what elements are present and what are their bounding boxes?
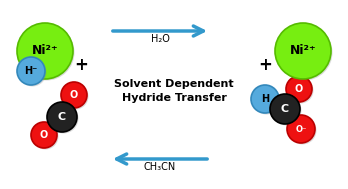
Circle shape: [287, 77, 314, 104]
Circle shape: [63, 84, 88, 109]
Circle shape: [288, 116, 316, 145]
Text: Ni²⁺: Ni²⁺: [32, 44, 58, 57]
Circle shape: [17, 57, 45, 85]
Text: Solvent Dependent: Solvent Dependent: [114, 79, 234, 89]
Circle shape: [271, 95, 301, 125]
Circle shape: [18, 25, 74, 81]
Text: Ni²⁺: Ni²⁺: [290, 44, 316, 57]
Text: Hydride Transfer: Hydride Transfer: [121, 93, 227, 103]
Circle shape: [31, 122, 57, 148]
Text: O: O: [40, 130, 48, 140]
Text: H₂O: H₂O: [151, 34, 169, 44]
Circle shape: [251, 85, 279, 113]
Circle shape: [287, 115, 315, 143]
Text: O⁻: O⁻: [295, 125, 307, 133]
Circle shape: [17, 23, 73, 79]
Circle shape: [253, 87, 280, 115]
Circle shape: [286, 76, 312, 102]
Text: C: C: [281, 104, 289, 114]
Circle shape: [275, 23, 331, 79]
Text: O: O: [295, 84, 303, 94]
Text: +: +: [74, 56, 88, 74]
Text: C: C: [58, 112, 66, 122]
Circle shape: [61, 82, 87, 108]
Circle shape: [18, 59, 47, 87]
Circle shape: [270, 94, 300, 124]
Circle shape: [32, 123, 58, 149]
Circle shape: [47, 102, 77, 132]
Text: H⁻: H⁻: [24, 66, 38, 76]
Text: H: H: [261, 94, 269, 104]
Text: +: +: [258, 56, 272, 74]
Text: O: O: [70, 90, 78, 100]
Circle shape: [48, 104, 79, 133]
Text: CH₃CN: CH₃CN: [144, 162, 176, 172]
Circle shape: [277, 25, 332, 81]
